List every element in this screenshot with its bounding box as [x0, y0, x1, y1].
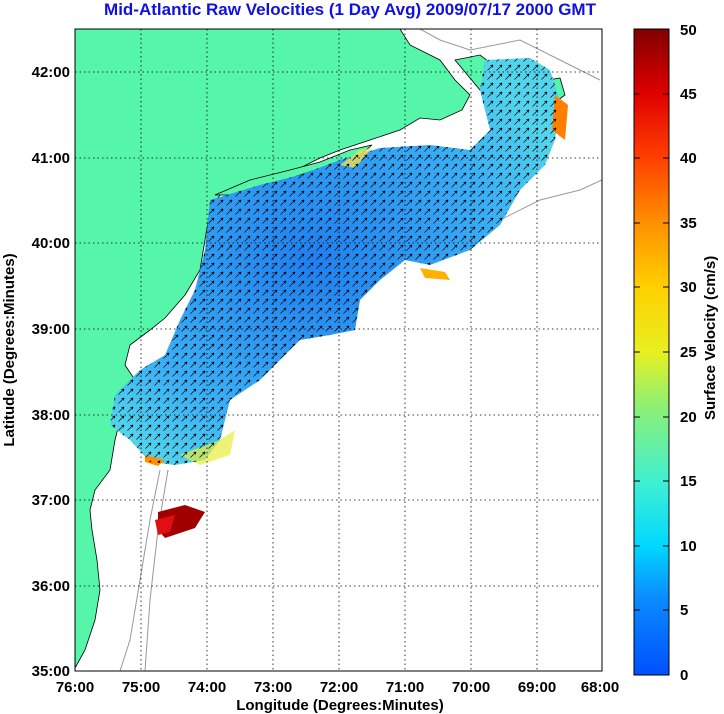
- hotspot-shelf-break: [420, 268, 450, 280]
- y-tick-label: 36:00: [32, 578, 70, 595]
- y-tick-label: 39:00: [32, 321, 70, 338]
- colorbar-tick-label: 30: [680, 279, 697, 296]
- x-axis: 76:00 75:00 74:00 73:00 72:00 71:00 70:0…: [56, 679, 619, 714]
- colorbar-tick-label: 35: [680, 215, 697, 232]
- x-axis-label: Longitude (Degrees:Minutes): [236, 697, 444, 714]
- colorbar: 0 5 10 15 20 25 30 35 40 45 50: [633, 22, 697, 684]
- bathymetry-contours: [119, 29, 602, 671]
- colorbar-tick-label: 45: [680, 86, 697, 103]
- colorbar-tick-label: 20: [680, 409, 697, 426]
- x-tick-label: 68:00: [581, 679, 619, 696]
- x-tick-label: 70:00: [452, 679, 490, 696]
- map-title: Mid-Atlantic Raw Velocities (1 Day Avg) …: [104, 0, 596, 19]
- colorbar-tick-label: 0: [680, 667, 688, 684]
- y-tick-label: 41:00: [32, 150, 70, 167]
- x-tick-label: 73:00: [254, 679, 292, 696]
- colorbar-label: Surface Velocity (cm/s): [702, 255, 719, 420]
- y-tick-label: 38:00: [32, 407, 70, 424]
- colorbar-tick-label: 5: [680, 602, 688, 619]
- y-tick-label: 35:00: [32, 663, 70, 680]
- velocity-field: [110, 58, 568, 538]
- y-axis: 35:00 36:00 37:00 38:00 39:00 40:00 41:0…: [1, 64, 70, 680]
- colorbar-tick-label: 15: [680, 473, 697, 490]
- colorbar-tick-label: 50: [680, 22, 697, 39]
- y-tick-label: 40:00: [32, 235, 70, 252]
- colorbar-tick-label: 10: [680, 538, 697, 555]
- x-tick-label: 72:00: [320, 679, 358, 696]
- x-tick-label: 75:00: [122, 679, 160, 696]
- colorbar-tick-label: 25: [680, 344, 697, 361]
- x-tick-label: 76:00: [56, 679, 94, 696]
- map-plot-area: [74, 28, 603, 672]
- x-tick-label: 74:00: [188, 679, 226, 696]
- y-axis-label: Latitude (Degrees:Minutes): [1, 253, 18, 446]
- x-tick-label: 69:00: [518, 679, 556, 696]
- colorbar-tick-label: 40: [680, 150, 697, 167]
- y-tick-label: 42:00: [32, 64, 70, 81]
- y-tick-label: 37:00: [32, 492, 70, 509]
- x-tick-label: 71:00: [386, 679, 424, 696]
